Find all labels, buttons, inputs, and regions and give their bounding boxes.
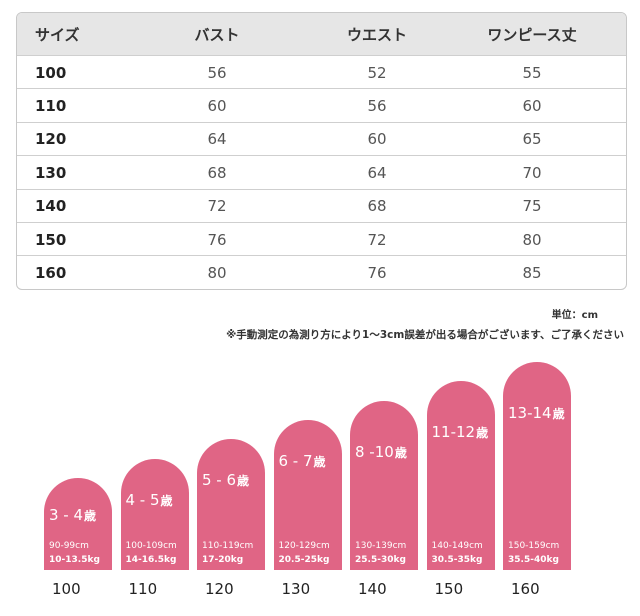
table-cell: 56 bbox=[207, 63, 227, 82]
age-range-value: 5 - 6 bbox=[202, 471, 237, 490]
size-bar: 11-12歳 140-149cm 30.5-35kg bbox=[426, 381, 495, 570]
table-cell: 64 bbox=[367, 163, 387, 182]
age-suffix: 歳 bbox=[476, 426, 489, 441]
weight-range-label: 25.5-30kg bbox=[355, 555, 406, 565]
age-range-value: 3 - 4 bbox=[49, 506, 84, 524]
measurement-disclaimer: ※手動測定の為測り方により1～3cm誤差が出る場合がございます、ご了承ください bbox=[226, 329, 624, 341]
table-cell: 80 bbox=[522, 230, 542, 249]
size-category-label: 120 bbox=[205, 580, 234, 598]
size-bar: 6 - 7歳 120-129cm 20.5-25kg bbox=[273, 420, 342, 570]
age-range-label: 13-14歳 bbox=[508, 404, 565, 422]
table-cell: 60 bbox=[367, 130, 387, 149]
table-header-cell: サイズ bbox=[35, 25, 80, 44]
weight-range-label: 14-16.5kg bbox=[125, 555, 177, 565]
height-range-label: 120-129cm bbox=[278, 541, 330, 551]
table-cell: 70 bbox=[522, 163, 542, 182]
table-row: 100 56 52 55 bbox=[17, 55, 626, 89]
table-header-row: サイズ バスト ウエスト ワンピース丈 bbox=[17, 13, 626, 55]
table-cell: 72 bbox=[207, 197, 227, 216]
table-row: 150 76 72 80 bbox=[17, 222, 626, 256]
table-cell: 130 bbox=[35, 163, 67, 182]
age-range-value: 13-14 bbox=[508, 404, 552, 422]
size-bar: 5 - 6歳 110-119cm 17-20kg bbox=[197, 439, 265, 570]
size-category-label: 100 bbox=[52, 580, 81, 598]
table-cell: 120 bbox=[35, 130, 67, 149]
age-suffix: 歳 bbox=[313, 455, 326, 469]
height-range-label: 110-119cm bbox=[202, 541, 254, 551]
size-bar: 3 - 4歳 90-99cm 10-13.5kg bbox=[44, 478, 112, 570]
age-range-label: 11-12歳 bbox=[432, 423, 489, 441]
age-range-label: 4 - 5歳 bbox=[126, 491, 173, 509]
age-range-label: 8 -10歳 bbox=[355, 443, 407, 461]
table-cell: 160 bbox=[35, 263, 67, 282]
size-category-label: 130 bbox=[281, 580, 311, 598]
table-cell: 75 bbox=[522, 197, 542, 216]
table-cell: 52 bbox=[367, 63, 387, 82]
table-header-cell: ウエスト bbox=[346, 25, 407, 44]
table-row: 120 64 60 65 bbox=[17, 121, 626, 156]
table-cell: 140 bbox=[35, 197, 67, 216]
weight-range-label: 17-20kg bbox=[202, 555, 244, 565]
height-range-label: 130-139cm bbox=[355, 541, 407, 551]
age-range-value: 4 - 5 bbox=[125, 490, 160, 509]
table-cell: 100 bbox=[35, 63, 67, 82]
height-range-label: 90-99cm bbox=[49, 541, 89, 551]
size-category-label: 110 bbox=[128, 580, 158, 598]
table-cell: 76 bbox=[207, 230, 227, 249]
age-range-value: 8 -10 bbox=[355, 442, 394, 461]
unit-note: 単位：cm bbox=[551, 310, 598, 321]
table-cell: 76 bbox=[367, 263, 387, 282]
table-row: 110 60 56 60 bbox=[17, 88, 626, 122]
size-category-label: 160 bbox=[511, 580, 540, 598]
table-cell: 56 bbox=[367, 96, 387, 115]
age-suffix: 歳 bbox=[84, 509, 97, 523]
table-cell: 72 bbox=[367, 230, 387, 249]
age-range-label: 6 - 7歳 bbox=[279, 452, 326, 470]
age-range-label: 5 - 6歳 bbox=[202, 471, 249, 489]
size-bar: 8 -10歳 130-139cm 25.5-30kg bbox=[350, 400, 418, 570]
table-row: 160 80 76 85 bbox=[17, 255, 626, 289]
table-header-cell: バスト bbox=[194, 25, 240, 44]
table-row: 130 68 64 70 bbox=[17, 155, 626, 189]
weight-range-label: 30.5-35kg bbox=[431, 555, 483, 565]
table-cell: 64 bbox=[207, 130, 227, 149]
age-range-label: 3 - 4歳 bbox=[49, 506, 96, 524]
table-cell: 68 bbox=[207, 163, 227, 182]
age-suffix: 歳 bbox=[394, 445, 407, 460]
table-cell: 85 bbox=[522, 263, 542, 282]
weight-range-label: 10-13.5kg bbox=[49, 555, 100, 565]
age-range-value: 11-12 bbox=[431, 423, 476, 442]
table-cell: 60 bbox=[522, 96, 542, 115]
size-table: サイズ バスト ウエスト ワンピース丈 100 56 52 55 110 60 56 60 120 64 6… bbox=[16, 12, 627, 290]
table-cell: 60 bbox=[207, 96, 227, 115]
age-suffix: 歳 bbox=[160, 493, 173, 508]
table-cell: 110 bbox=[35, 96, 67, 115]
table-row: 140 72 68 75 bbox=[17, 188, 626, 223]
table-header-cell: ワンピース丈 bbox=[487, 25, 577, 44]
table-cell: 68 bbox=[367, 197, 387, 216]
size-bar: 13-14歳 150-159cm 35.5-40kg bbox=[503, 362, 571, 570]
table-cell: 80 bbox=[207, 263, 227, 282]
age-range-value: 6 - 7 bbox=[278, 452, 313, 470]
height-range-label: 150-159cm bbox=[508, 541, 560, 551]
size-bar: 4 - 5歳 100-109cm 14-16.5kg bbox=[120, 458, 189, 570]
table-cell: 55 bbox=[522, 63, 542, 82]
table-cell: 65 bbox=[522, 130, 542, 149]
weight-range-label: 20.5-25kg bbox=[278, 555, 330, 565]
age-suffix: 歳 bbox=[237, 474, 250, 489]
table-cell: 150 bbox=[35, 230, 67, 249]
size-category-label: 140 bbox=[358, 580, 387, 598]
size-category-label: 150 bbox=[434, 580, 464, 598]
age-suffix: 歳 bbox=[552, 407, 565, 421]
height-range-label: 140-149cm bbox=[431, 541, 483, 551]
weight-range-label: 35.5-40kg bbox=[508, 555, 559, 565]
height-range-label: 100-109cm bbox=[125, 541, 177, 551]
